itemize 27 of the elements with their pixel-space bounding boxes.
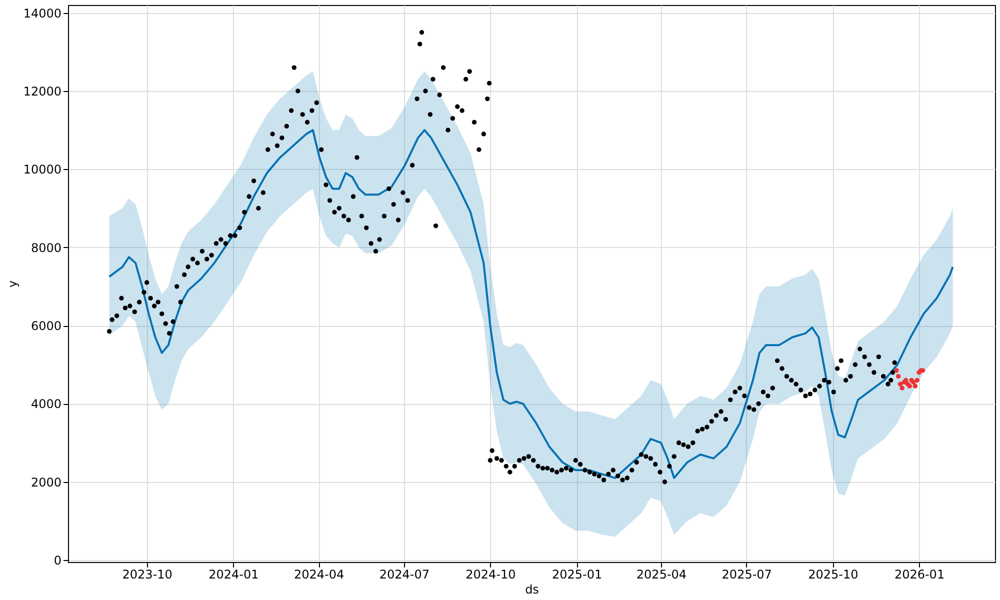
y-tick-label: 6000 bbox=[30, 319, 62, 334]
y-tick-label: 12000 bbox=[23, 84, 62, 98]
x-tick-label: 2025-04 bbox=[636, 568, 687, 582]
y-tick-label: 0 bbox=[54, 554, 62, 568]
point bbox=[896, 374, 901, 379]
y-axis-title: y bbox=[5, 280, 20, 288]
x-tick-label: 2024-04 bbox=[294, 568, 344, 582]
x-tick-label: 2024-07 bbox=[379, 568, 430, 582]
x-tick-label: 2024-10 bbox=[466, 568, 516, 582]
x-tick-label: 2026-01 bbox=[894, 568, 945, 582]
line-series bbox=[108, 129, 954, 479]
point bbox=[900, 386, 904, 390]
x-tick-label: 2025-01 bbox=[552, 568, 602, 582]
point bbox=[912, 384, 918, 388]
point bbox=[898, 382, 903, 386]
y-tick-label: 8000 bbox=[30, 240, 62, 255]
x-tick-label: 2025-10 bbox=[808, 568, 858, 582]
x-tick-label: 2024-01 bbox=[208, 568, 259, 582]
y-tick-label: 4000 bbox=[30, 397, 62, 412]
y-tick-label: 10000 bbox=[23, 162, 62, 177]
point bbox=[894, 368, 899, 373]
x-tick-label: 2025-07 bbox=[722, 568, 772, 582]
point bbox=[914, 378, 920, 383]
y-tick-label: 2000 bbox=[30, 475, 62, 490]
x-tick-label: 2023-10 bbox=[122, 568, 172, 582]
x-axis-title: ds bbox=[525, 582, 539, 596]
y-tick-label: 14000 bbox=[23, 6, 62, 20]
